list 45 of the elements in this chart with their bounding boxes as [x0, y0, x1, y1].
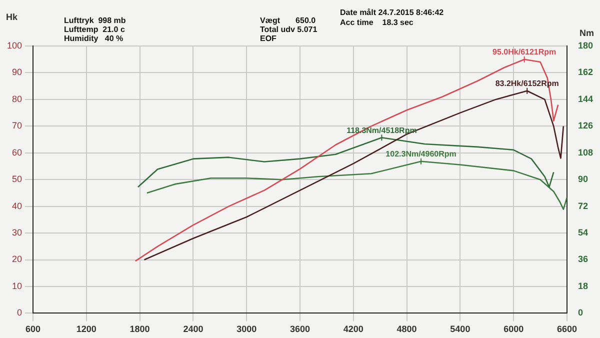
y-tick-label: 60: [12, 147, 22, 158]
y-tick-label: 20: [12, 254, 22, 264]
data-label: 102.3Nm/4960Rpm: [386, 150, 456, 159]
text: Acc time 18.3 sec: [340, 18, 414, 27]
y-tick-label: 70: [12, 120, 22, 131]
y-tick-label: 10: [12, 280, 22, 291]
text: Total udv 5.071: [260, 25, 318, 34]
text: EOF: [260, 34, 276, 43]
x-tick-label: 5400: [450, 324, 470, 334]
y2-tick-label: 0: [578, 308, 583, 318]
x-tick-label: 1200: [76, 324, 96, 334]
y2-tick-label: 162: [578, 67, 594, 78]
x-tick-label: 2400: [183, 324, 204, 334]
x-tick-label: 6600: [556, 324, 577, 334]
y2-tick-label: 72: [578, 200, 588, 211]
x-tick-label: 6000: [504, 324, 524, 334]
y-tick-label: 0: [17, 308, 22, 318]
x-tick-label: 1800: [130, 324, 150, 334]
y2-tick-label: 108: [578, 147, 594, 158]
y2-axis-title: Nm: [579, 28, 594, 38]
x-tick-label: 3000: [236, 324, 257, 334]
y2-tick-label: 126: [578, 120, 594, 131]
x-tick-label: 4200: [343, 324, 364, 334]
y2-tick-label: 144: [578, 94, 594, 104]
y-tick-label: 40: [12, 200, 22, 211]
y-tick-label: 30: [12, 228, 22, 238]
text: Lufttryk 998 mb: [64, 16, 126, 25]
text: Vægt 650.0: [260, 16, 316, 25]
x-tick-label: 600: [26, 324, 41, 334]
y2-tick-label: 180: [578, 40, 594, 50]
y2-tick-label: 90: [578, 174, 588, 184]
y-tick-label: 100: [6, 40, 22, 50]
y-tick-label: 90: [12, 67, 22, 78]
text: Date målt 24.7.2015 8:46:42: [340, 8, 444, 17]
text: Humidity 40 %: [64, 34, 124, 43]
text: Lufttemp 21.0 c: [64, 25, 125, 34]
x-tick-label: 4800: [396, 324, 417, 334]
data-label: 95.0Hk/6121Rpm: [492, 48, 556, 57]
y-axis-title: Hk: [6, 12, 18, 22]
y-tick-label: 80: [12, 94, 22, 104]
y2-tick-label: 18: [578, 280, 588, 291]
y2-tick-label: 36: [578, 254, 588, 264]
x-tick-label: 3600: [290, 324, 310, 334]
y-tick-label: 50: [12, 174, 22, 184]
y2-tick-label: 54: [578, 228, 588, 238]
